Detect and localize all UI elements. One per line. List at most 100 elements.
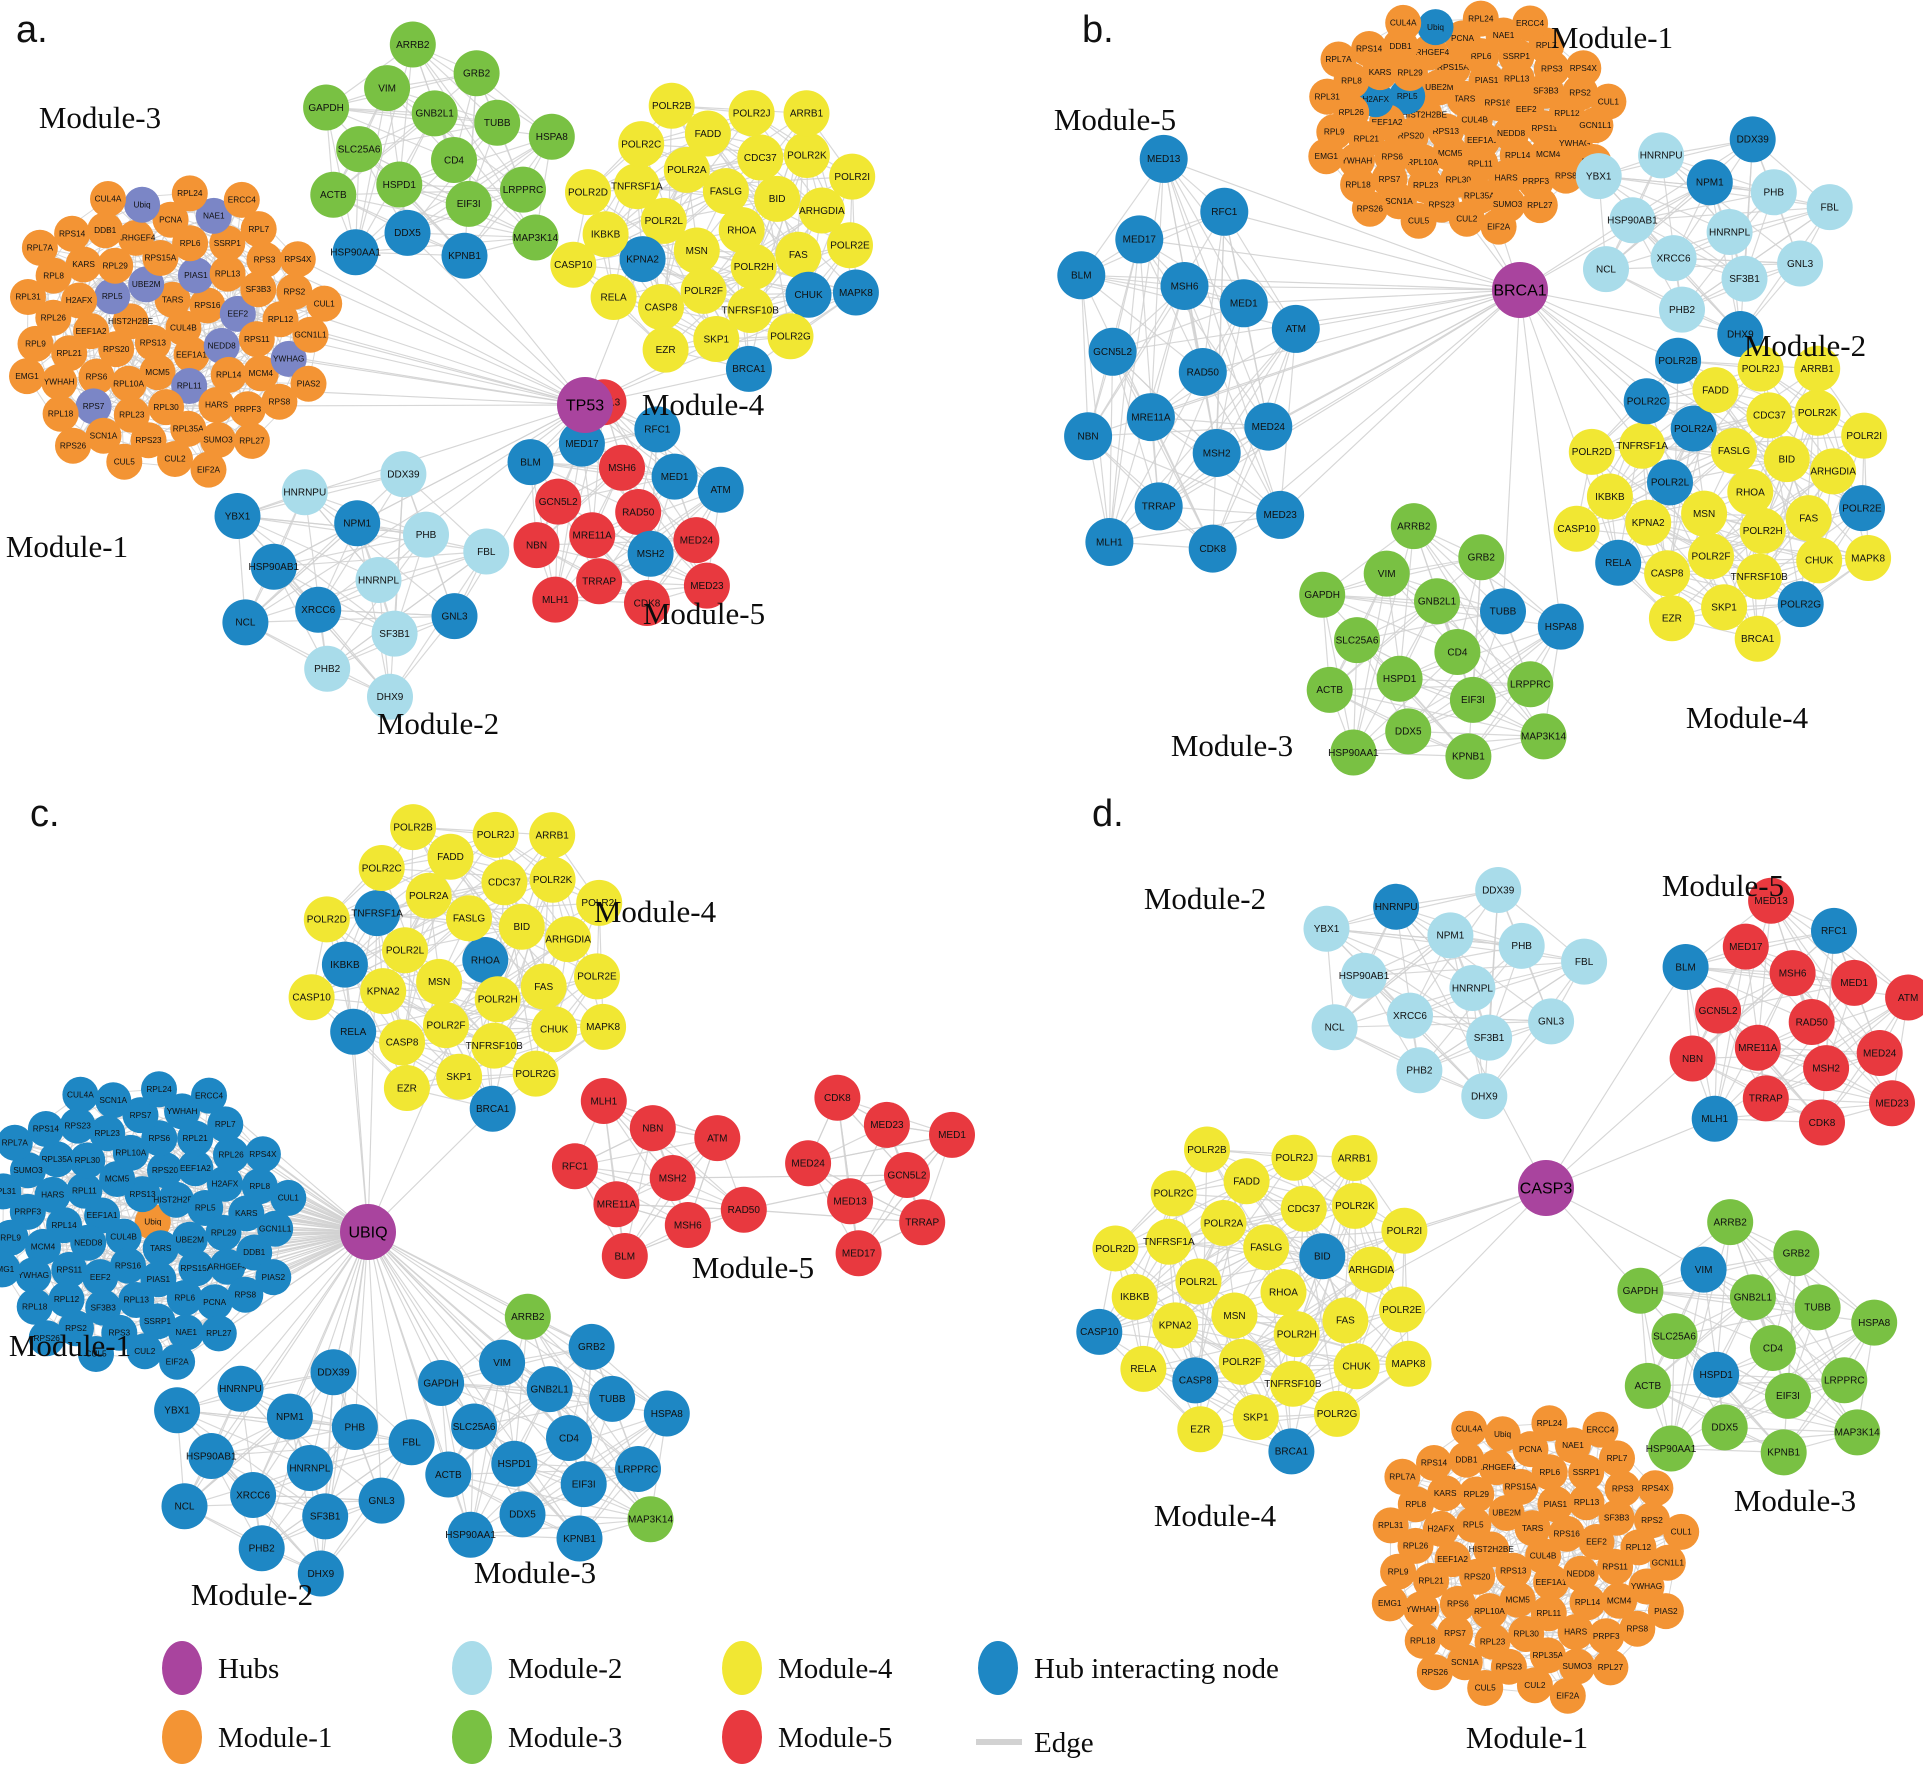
node-MLH1 bbox=[532, 576, 579, 623]
node-DHX9 bbox=[297, 1550, 344, 1597]
node-RPS4X bbox=[1565, 50, 1602, 87]
node-RPS8 bbox=[261, 383, 298, 420]
node-PCNA bbox=[152, 201, 189, 238]
node-RPL27 bbox=[200, 1315, 237, 1352]
node-POLR2A bbox=[405, 872, 452, 919]
node-POLR2D bbox=[303, 896, 350, 943]
node-RPS16 bbox=[1548, 1515, 1585, 1552]
node-EEF2 bbox=[82, 1259, 119, 1296]
node-CHUK bbox=[1796, 537, 1843, 584]
node-RPL13 bbox=[209, 255, 246, 292]
node-POLR2D bbox=[565, 169, 611, 216]
node-DHX9 bbox=[1717, 311, 1764, 357]
node-SF3B1 bbox=[1721, 255, 1768, 302]
node-FAS bbox=[775, 231, 822, 278]
node-RPS15A bbox=[142, 240, 179, 276]
node-CUL1 bbox=[1590, 83, 1627, 120]
node-RPL12 bbox=[48, 1281, 85, 1318]
node-YWHAG bbox=[1628, 1568, 1665, 1605]
node-MED1 bbox=[1831, 959, 1878, 1006]
module-label-b-module2: Module-2 bbox=[1744, 328, 1866, 363]
node-RPL5 bbox=[94, 278, 131, 315]
node-RPS14 bbox=[54, 215, 91, 252]
node-HSP90AA1 bbox=[1330, 729, 1377, 776]
node-LRPPRC bbox=[500, 166, 546, 213]
node-RHOA bbox=[462, 937, 509, 983]
node-RPS7 bbox=[1437, 1615, 1473, 1652]
node-RFC1 bbox=[551, 1143, 598, 1190]
node-NPM1 bbox=[334, 500, 381, 547]
node-RPS4X bbox=[279, 241, 316, 278]
node-RPL8 bbox=[241, 1168, 278, 1205]
node-NPM1 bbox=[1427, 912, 1474, 959]
node-RPS16 bbox=[189, 287, 226, 324]
node-IKBKB bbox=[321, 941, 368, 988]
node-POLR2C bbox=[1623, 378, 1670, 425]
node-EIF2A bbox=[1480, 208, 1517, 245]
node-EMG1 bbox=[9, 358, 45, 395]
node-POLR2F bbox=[1218, 1338, 1265, 1385]
panel-d: HNRNPLXRCC6NPM1SF3B1HSP90AB1PHBPHB2HNRNP… bbox=[1076, 793, 1923, 1755]
node-ATM bbox=[1885, 974, 1923, 1021]
node-PRPF3 bbox=[229, 391, 266, 428]
node-KPNA2 bbox=[360, 968, 407, 1015]
node-YBX1 bbox=[214, 493, 261, 539]
node-IKBKB bbox=[582, 211, 629, 258]
node-POLR2E bbox=[1839, 485, 1885, 532]
node-GRB2 bbox=[1773, 1230, 1820, 1277]
node-ACTB bbox=[1624, 1362, 1671, 1409]
node-RPL12 bbox=[262, 301, 299, 338]
node-TARS bbox=[142, 1230, 179, 1267]
node-RPS3 bbox=[246, 241, 283, 278]
node-CUL5 bbox=[106, 443, 143, 480]
node-CUL4A bbox=[1385, 4, 1422, 41]
node-RPL11 bbox=[66, 1172, 103, 1209]
node-ARHGDIA bbox=[545, 916, 592, 963]
node-NPM1 bbox=[1686, 159, 1733, 206]
node-RPL10A bbox=[1471, 1593, 1508, 1630]
node-SUMO3 bbox=[1559, 1648, 1596, 1685]
node-DDX5 bbox=[384, 209, 431, 256]
node-DHX9 bbox=[1461, 1073, 1508, 1120]
node-YWHAH bbox=[1403, 1591, 1440, 1628]
node-ERCC4 bbox=[1582, 1411, 1619, 1448]
node-CUL5 bbox=[1467, 1670, 1504, 1706]
node-POLR2H bbox=[1739, 507, 1786, 554]
node-RPL27 bbox=[233, 422, 270, 459]
node-GNL3 bbox=[1528, 998, 1575, 1045]
node-NCL bbox=[1583, 246, 1629, 293]
node-RPL26 bbox=[213, 1136, 249, 1173]
node-UBE2M bbox=[171, 1221, 208, 1258]
node-DDX39 bbox=[1729, 116, 1776, 163]
node-CUL2 bbox=[1516, 1667, 1553, 1704]
node-YBX1 bbox=[1303, 905, 1350, 952]
node-MSH6 bbox=[1160, 262, 1209, 310]
node-NBN bbox=[629, 1105, 676, 1152]
node-MED24 bbox=[673, 517, 720, 564]
node-RPS7 bbox=[122, 1097, 159, 1134]
node-MED1 bbox=[929, 1111, 975, 1158]
node-EEF2 bbox=[219, 295, 256, 332]
node-XRCC6 bbox=[1387, 992, 1433, 1039]
module-label-d-module3: Module-3 bbox=[1734, 1483, 1856, 1518]
module-label-d-module1: Module-1 bbox=[1466, 1720, 1588, 1755]
node-RPL29 bbox=[97, 247, 134, 284]
node-Ubiq bbox=[1484, 1416, 1521, 1453]
node-MED17 bbox=[1722, 923, 1769, 970]
node-RPS20 bbox=[98, 331, 135, 368]
node-RPL5 bbox=[187, 1190, 224, 1226]
node-MED24 bbox=[1244, 402, 1293, 451]
node-RFC1 bbox=[1200, 187, 1249, 236]
node-EIF2A bbox=[190, 451, 227, 488]
node-HSPD1 bbox=[491, 1440, 538, 1487]
node-ARRB2 bbox=[389, 21, 436, 68]
node-TNFRSF10B bbox=[471, 1022, 518, 1069]
node-EIF2A bbox=[159, 1343, 196, 1380]
node-RELA bbox=[1595, 539, 1642, 586]
node-CASP10 bbox=[288, 974, 335, 1021]
node-RPL13 bbox=[1568, 1484, 1605, 1521]
node-MRE11A bbox=[1734, 1024, 1781, 1071]
node-RPL31 bbox=[1372, 1507, 1409, 1544]
node-GCN1L1 bbox=[257, 1210, 294, 1247]
node-EEF1A1 bbox=[84, 1197, 121, 1234]
